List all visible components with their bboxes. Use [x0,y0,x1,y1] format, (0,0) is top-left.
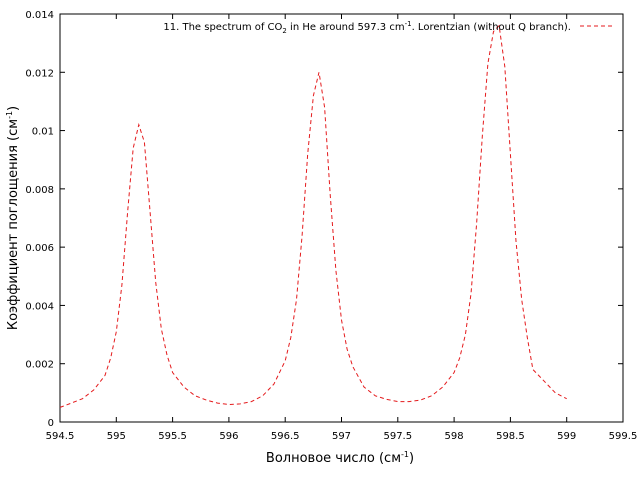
legend-text-part2: in He around 597.3 cm [287,22,405,33]
x-tick-label: 594.5 [46,431,75,442]
y-axis: 0 0.002 0.004 0.006 0.008 0.01 0.012 0.014 [25,10,623,429]
x-tick-label: 597 [332,431,351,442]
x-tick-label: 595.5 [158,431,187,442]
y-tick-label: 0.01 [32,127,54,138]
y-axis-label-superscript: -1 [5,111,14,119]
y-axis-label-end: ) [6,106,21,111]
plot-frame [59,13,624,423]
legend-text-part3: . Lorentzian (without Q branch). [412,22,571,33]
legend-superscript: -1 [405,20,412,28]
y-tick-label: 0.012 [25,68,54,79]
legend-label: 11. The spectrum of CO2 in He around 597… [163,20,571,35]
x-axis-label-superscript: -1 [401,450,409,459]
x-tick-label: 599.5 [609,431,638,442]
x-axis-label: Волновое число (см-1) [266,450,414,466]
y-axis-label-text: Коэффициент поглощения (см [6,119,21,330]
y-tick-label: 0 [48,418,54,429]
x-tick-label: 596 [219,431,238,442]
legend-text-part1: 11. The spectrum of CO [163,22,282,33]
x-axis: 594.5 595 595.5 596 596.5 597 597.5 598 598.5 599… [46,14,638,442]
x-tick-label: 598.5 [496,431,525,442]
x-axis-label-text: Волновое число (см [266,451,401,466]
legend-subscript: 2 [282,27,286,35]
x-tick-label: 597.5 [383,431,412,442]
legend: 11. The spectrum of CO2 in He around 597… [163,20,612,35]
series-line [59,24,567,408]
series-layer [59,24,567,408]
y-tick-label: 0.008 [25,185,54,196]
x-tick-label: 595 [107,431,126,442]
y-tick-label: 0.014 [25,10,54,21]
x-tick-label: 596.5 [271,431,300,442]
x-tick-label: 599 [557,431,576,442]
y-tick-label: 0.004 [25,301,54,312]
y-tick-label: 0.002 [25,360,54,371]
x-axis-label-end: ) [409,451,414,466]
x-tick-label: 598 [445,431,464,442]
y-tick-label: 0.006 [25,243,54,254]
y-axis-label: Коэффициент поглощения (см-1) [5,106,21,330]
